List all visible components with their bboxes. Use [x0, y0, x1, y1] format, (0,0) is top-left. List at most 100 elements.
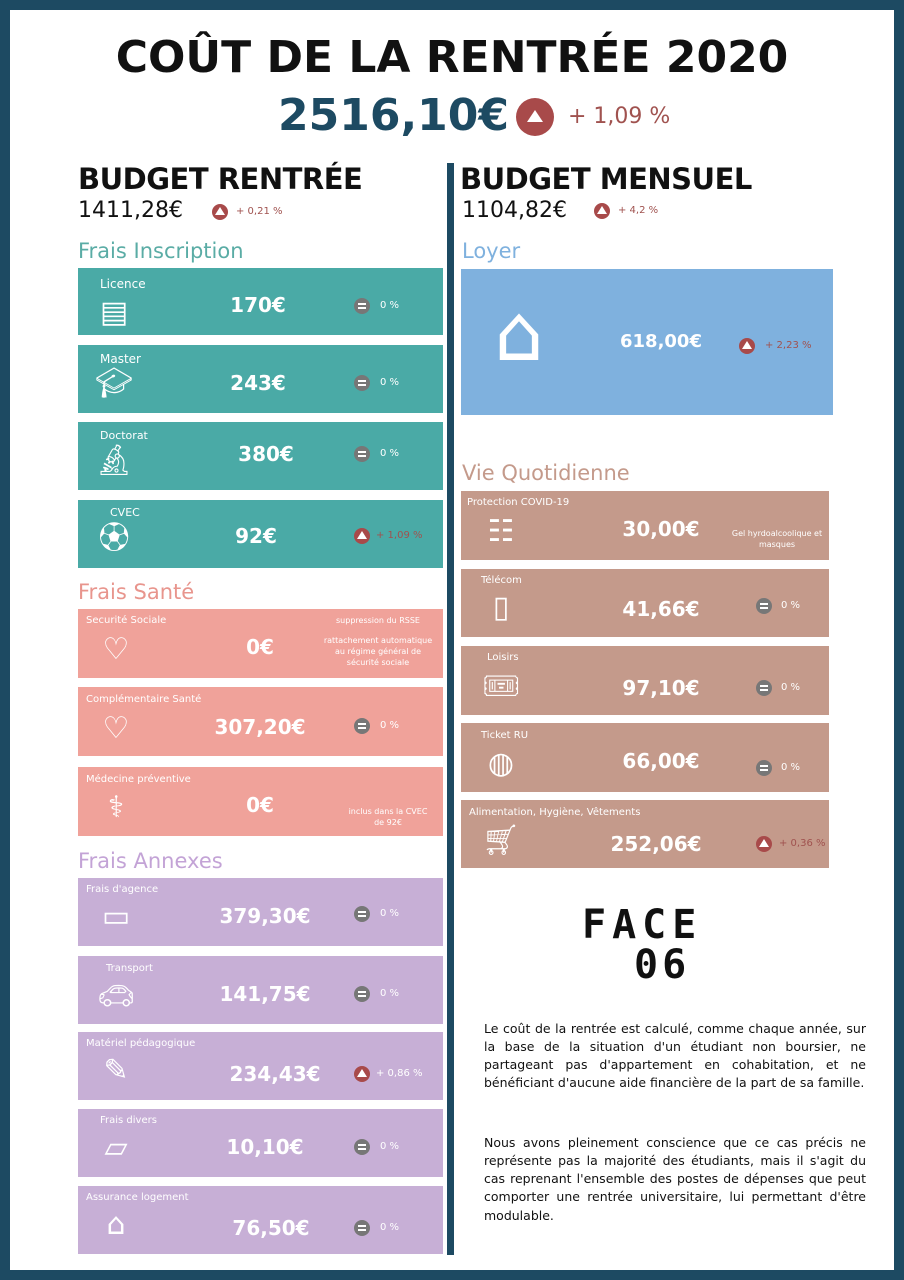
item-change: 0 %: [380, 377, 400, 388]
equal-icon: [354, 718, 370, 734]
item-loyer: ⌂ 618,00€ + 2,23 %: [461, 269, 833, 415]
item-doctorat: Doctorat 🔬︎ 380€ 0 %: [78, 422, 443, 490]
item-note: inclus dans la CVEC de 92€: [348, 807, 428, 827]
item-amount: 307,20€: [214, 715, 306, 739]
item-frais-agence: Frais d'agence ▭ 379,30€ 0 %: [78, 878, 443, 946]
item-label: Médecine préventive: [86, 774, 191, 785]
up-arrow-icon: [594, 203, 610, 219]
equal-icon: [354, 298, 370, 314]
diploma-icon: ▤: [99, 295, 129, 330]
item-label: Protection COVID-19: [467, 497, 570, 508]
up-arrow-icon: [739, 338, 755, 354]
section-frais-inscription: Frais Inscription: [78, 239, 244, 263]
item-securite-sociale: Securité Sociale ♡ 0€ suppression du RSS…: [78, 609, 443, 678]
page-title: COÛT DE LA RENTRÉE 2020: [115, 32, 789, 83]
item-amount: 0€: [246, 635, 274, 659]
item-amount: 41,66€: [622, 597, 700, 621]
item-note-1: suppression du RSSE: [336, 616, 420, 625]
item-licence: Licence ▤ 170€ 0 %: [78, 268, 443, 335]
item-frais-divers: Frais divers ▱ 10,10€ 0 %: [78, 1109, 443, 1177]
soccer-ball-icon: ⚽︎: [99, 521, 129, 556]
equal-icon: [756, 760, 772, 776]
equal-icon: [354, 1220, 370, 1236]
item-amount: 30,00€: [622, 517, 700, 541]
section-frais-annexes: Frais Annexes: [78, 849, 223, 873]
item-label: Loisirs: [487, 652, 519, 663]
microscope-icon: 🔬︎: [94, 443, 134, 478]
section-vie-quotidienne: Vie Quotidienne: [462, 461, 630, 485]
up-arrow-icon: [516, 98, 554, 136]
item-amount: 252,06€: [610, 832, 702, 856]
item-change: + 2,23 %: [765, 340, 812, 351]
item-change: 0 %: [380, 720, 400, 731]
section-loyer: Loyer: [462, 239, 521, 263]
item-ticket-ru: Ticket RU ◍ 66,00€ 0 %: [461, 723, 829, 792]
face-mask-icon: ☷: [487, 514, 515, 549]
item-change: + 0,86 %: [376, 1068, 423, 1079]
item-amount: 243€: [230, 371, 286, 395]
item-cvec: CVEC ⚽︎ 92€ + 1,09 %: [78, 500, 443, 568]
budget-rentree-change: + 0,21 %: [236, 206, 283, 217]
item-note: Gel hyrdoalcoolique et masques: [731, 529, 823, 549]
item-label: Licence: [100, 277, 146, 291]
item-loisirs: Loisirs 🎟︎ 97,10€ 0 %: [461, 646, 829, 715]
face06-logo: FACE 06: [582, 905, 732, 985]
budget-mensuel-heading: BUDGET MENSUEL: [460, 162, 752, 196]
stethoscope-icon: ⚕: [107, 790, 125, 825]
item-amount: 10,10€: [226, 1135, 304, 1159]
item-label: Ticket RU: [481, 730, 529, 741]
equal-icon: [354, 906, 370, 922]
item-change: 0 %: [380, 908, 400, 919]
equal-icon: [354, 1139, 370, 1155]
hands-heart-icon: ♡: [102, 632, 130, 667]
item-label: Master: [100, 352, 141, 366]
item-transport: Transport 🚗︎ 141,75€ 0 %: [78, 956, 443, 1024]
item-label: CVEC: [110, 506, 140, 519]
graduation-cap-icon: 🎓︎: [94, 366, 134, 401]
car-icon: 🚗︎: [96, 979, 136, 1014]
item-label: Assurance logement: [86, 1192, 189, 1203]
item-change: 0 %: [380, 1141, 400, 1152]
shopping-cart-icon: 🛒︎: [481, 823, 521, 858]
item-master: Master 🎓︎ 243€ 0 %: [78, 345, 443, 413]
equal-icon: [354, 446, 370, 462]
item-label: Frais d'agence: [86, 884, 159, 895]
item-materiel-pedagogique: Matériel pédagogique ✎ 234,43€ + 0,86 %: [78, 1032, 443, 1100]
logo-text-line-2: 06: [634, 942, 691, 988]
methodology-paragraph-1: Le coût de la rentrée est calculé, comme…: [484, 1021, 866, 1091]
item-amount: 66,00€: [622, 749, 700, 773]
budget-mensuel-change: + 4,2 %: [618, 205, 659, 216]
credit-card-icon: ▭: [101, 899, 131, 934]
logo-text-line-1: FACE: [582, 902, 703, 948]
smartphone-icon: ▯: [492, 590, 510, 625]
house-icon: ⌂: [494, 289, 544, 379]
up-arrow-icon: [354, 528, 370, 544]
item-change: 0 %: [380, 448, 400, 459]
item-amount: 380€: [238, 442, 294, 466]
item-complementaire-sante: Complémentaire Santé ♡ 307,20€ 0 %: [78, 687, 443, 756]
budget-mensuel-total: 1104,82€: [462, 198, 567, 223]
item-label: Doctorat: [100, 429, 148, 442]
item-change: 0 %: [380, 1222, 400, 1233]
up-arrow-icon: [354, 1066, 370, 1082]
heartbeat-icon: ♡: [102, 711, 130, 746]
up-arrow-icon: [756, 836, 772, 852]
item-change: 0 %: [781, 682, 801, 693]
item-amount: 0€: [246, 793, 274, 817]
item-amount: 76,50€: [232, 1216, 310, 1240]
item-assurance-logement: Assurance logement ⌂ 76,50€ 0 %: [78, 1186, 443, 1254]
total-change: + 1,09 %: [568, 104, 671, 129]
item-label: Complémentaire Santé: [86, 694, 202, 705]
pencil-cup-icon: ✎: [103, 1053, 129, 1088]
item-amount: 92€: [235, 524, 277, 548]
item-amount: 141,75€: [219, 982, 311, 1006]
item-change: 0 %: [380, 300, 400, 311]
item-note-2: rattachement automatique au régime génér…: [323, 636, 433, 667]
item-label: Alimentation, Hygiène, Vêtements: [469, 807, 641, 818]
equal-icon: [756, 680, 772, 696]
equal-icon: [756, 598, 772, 614]
hand-house-icon: ⌂: [106, 1207, 126, 1242]
item-change: 0 %: [380, 988, 400, 999]
item-change: + 1,09 %: [376, 530, 423, 541]
item-amount: 618,00€: [620, 331, 702, 352]
